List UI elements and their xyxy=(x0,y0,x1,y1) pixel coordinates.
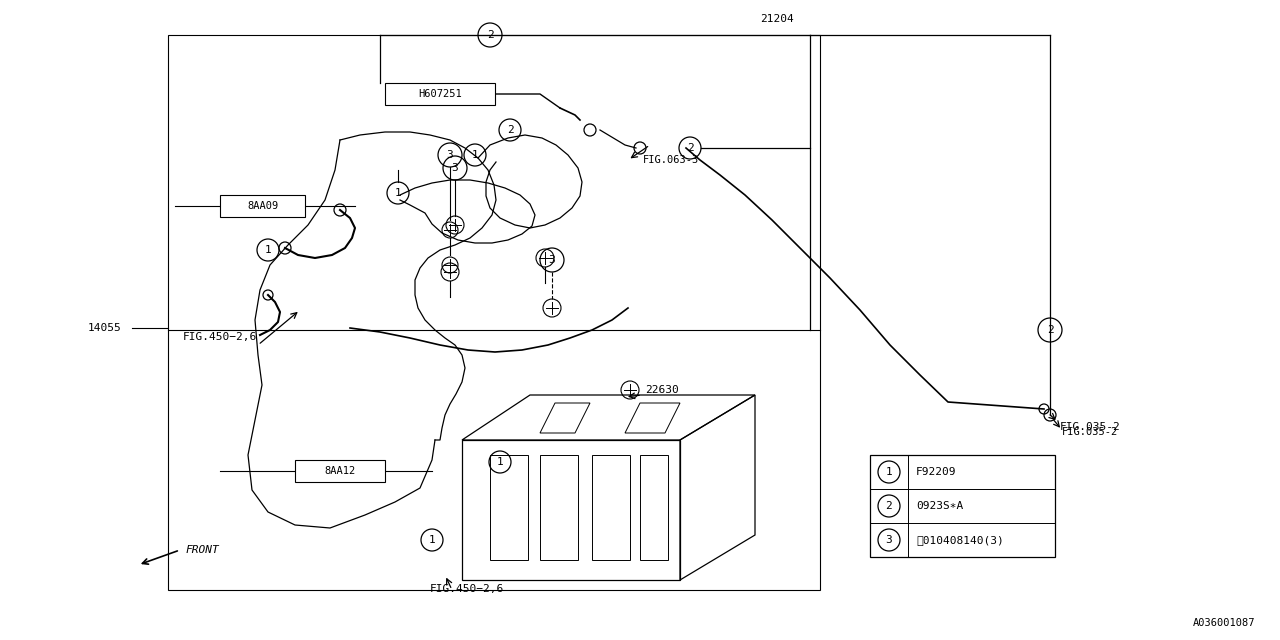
Text: F92209: F92209 xyxy=(916,467,956,477)
Text: 22630: 22630 xyxy=(645,385,678,395)
Text: 1: 1 xyxy=(886,467,892,477)
Text: H607251: H607251 xyxy=(419,89,462,99)
Bar xyxy=(540,455,579,560)
Text: 2: 2 xyxy=(507,125,513,135)
Text: 1: 1 xyxy=(394,188,402,198)
Text: 0923S∗A: 0923S∗A xyxy=(916,501,964,511)
Text: 3: 3 xyxy=(452,163,458,173)
Bar xyxy=(220,195,305,217)
Text: FIG.035-2: FIG.035-2 xyxy=(1060,422,1121,432)
Text: 2: 2 xyxy=(686,143,694,153)
Bar xyxy=(168,35,820,590)
Bar xyxy=(870,455,1055,557)
Text: 1: 1 xyxy=(265,245,271,255)
Text: Ⓢ010408140(3): Ⓢ010408140(3) xyxy=(916,535,1004,545)
Text: 1: 1 xyxy=(497,457,503,467)
Text: 8AA09: 8AA09 xyxy=(247,201,278,211)
Text: FIG.450−2,6: FIG.450−2,6 xyxy=(183,332,257,342)
Text: A036001087: A036001087 xyxy=(1193,618,1254,628)
Text: 1: 1 xyxy=(429,535,435,545)
Text: 21204: 21204 xyxy=(760,14,794,24)
Text: FIG.450−2,6: FIG.450−2,6 xyxy=(430,584,504,594)
Text: 14055: 14055 xyxy=(88,323,122,333)
Text: 1: 1 xyxy=(471,150,479,160)
Text: 3: 3 xyxy=(549,255,556,265)
Bar xyxy=(591,455,630,560)
Bar xyxy=(490,455,529,560)
Text: 3: 3 xyxy=(447,150,453,160)
Text: 2: 2 xyxy=(886,501,892,511)
Text: 3: 3 xyxy=(886,535,892,545)
Text: FRONT: FRONT xyxy=(186,545,219,555)
Text: FIG.035-2: FIG.035-2 xyxy=(1062,427,1119,437)
Text: 2: 2 xyxy=(486,30,493,40)
Bar xyxy=(640,455,668,560)
Bar xyxy=(294,460,385,482)
Bar xyxy=(385,83,495,105)
Text: 8AA12: 8AA12 xyxy=(324,466,356,476)
Text: 2: 2 xyxy=(1047,325,1053,335)
Text: FIG.063-3: FIG.063-3 xyxy=(643,155,699,165)
